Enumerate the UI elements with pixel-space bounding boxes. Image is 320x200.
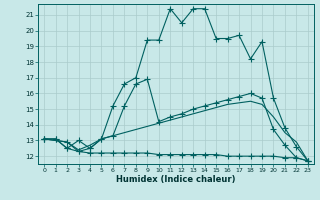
- X-axis label: Humidex (Indice chaleur): Humidex (Indice chaleur): [116, 175, 236, 184]
